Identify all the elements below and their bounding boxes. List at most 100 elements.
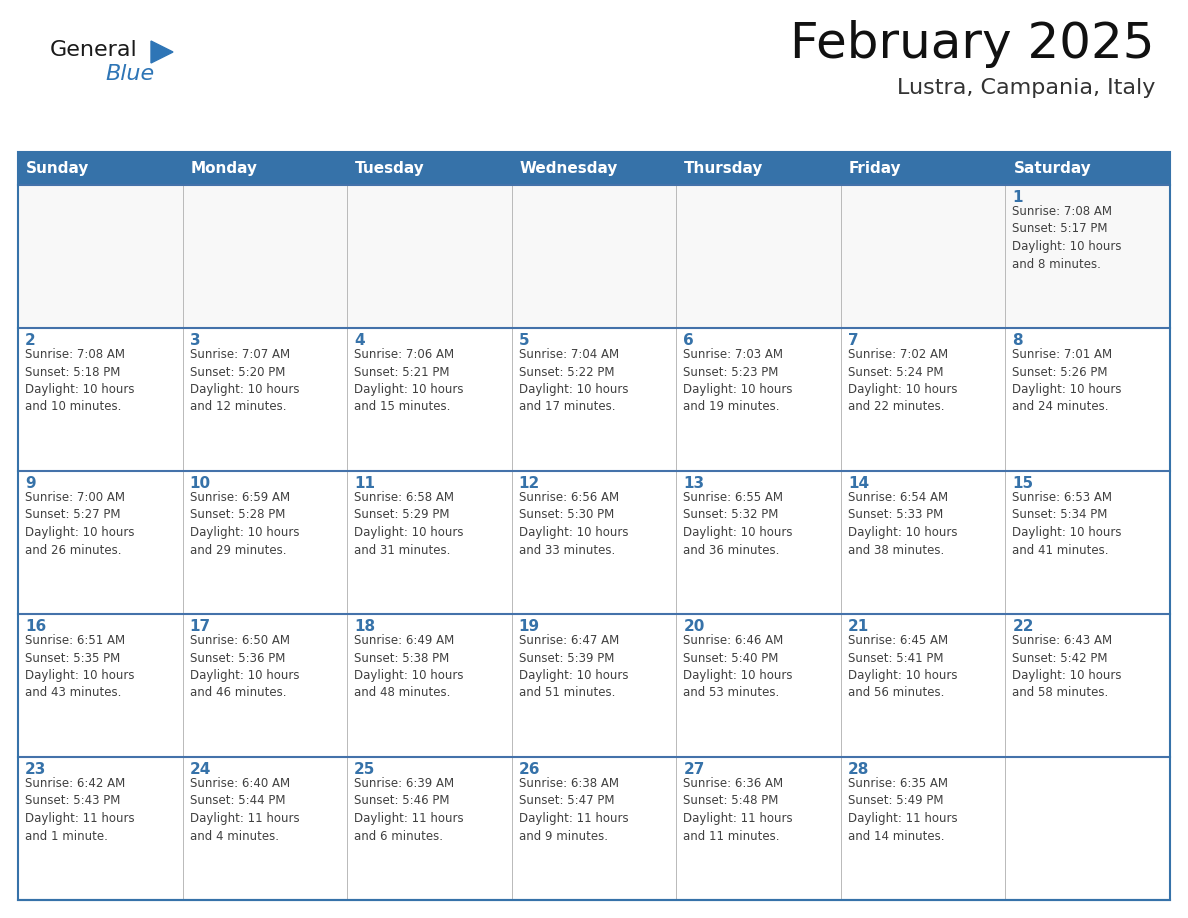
Text: Wednesday: Wednesday — [519, 161, 618, 176]
Text: 2: 2 — [25, 333, 36, 348]
Text: 1: 1 — [1012, 190, 1023, 205]
Bar — [347, 614, 512, 757]
Text: 26: 26 — [519, 762, 541, 777]
Bar — [676, 614, 841, 757]
Text: Saturday: Saturday — [1013, 161, 1092, 176]
Text: Sunrise: 6:40 AM
Sunset: 5:44 PM
Daylight: 11 hours
and 4 minutes.: Sunrise: 6:40 AM Sunset: 5:44 PM Dayligh… — [190, 777, 299, 843]
Text: 17: 17 — [190, 619, 210, 634]
Text: Sunrise: 6:46 AM
Sunset: 5:40 PM
Daylight: 10 hours
and 53 minutes.: Sunrise: 6:46 AM Sunset: 5:40 PM Dayligh… — [683, 634, 792, 700]
Bar — [183, 328, 347, 471]
Bar — [512, 185, 676, 328]
Bar — [512, 152, 676, 185]
Text: 9: 9 — [25, 476, 36, 491]
Bar — [347, 152, 512, 185]
Bar — [347, 757, 512, 900]
Bar — [347, 328, 512, 471]
Text: 4: 4 — [354, 333, 365, 348]
Bar — [512, 328, 676, 471]
Text: February 2025: February 2025 — [790, 20, 1155, 68]
Bar — [18, 152, 183, 185]
Bar — [1005, 471, 1170, 614]
Bar — [1005, 757, 1170, 900]
Text: Monday: Monday — [190, 161, 258, 176]
Text: Sunrise: 7:01 AM
Sunset: 5:26 PM
Daylight: 10 hours
and 24 minutes.: Sunrise: 7:01 AM Sunset: 5:26 PM Dayligh… — [1012, 348, 1121, 413]
Bar — [18, 152, 1170, 900]
Bar — [676, 328, 841, 471]
Text: 18: 18 — [354, 619, 375, 634]
Text: 19: 19 — [519, 619, 539, 634]
Bar — [676, 757, 841, 900]
Text: 13: 13 — [683, 476, 704, 491]
Text: 16: 16 — [25, 619, 46, 634]
Bar — [512, 757, 676, 900]
Text: 5: 5 — [519, 333, 530, 348]
Bar — [18, 185, 183, 328]
Bar — [841, 185, 1005, 328]
Text: 12: 12 — [519, 476, 541, 491]
Text: Sunrise: 6:47 AM
Sunset: 5:39 PM
Daylight: 10 hours
and 51 minutes.: Sunrise: 6:47 AM Sunset: 5:39 PM Dayligh… — [519, 634, 628, 700]
Bar — [18, 328, 183, 471]
Text: Sunrise: 6:56 AM
Sunset: 5:30 PM
Daylight: 10 hours
and 33 minutes.: Sunrise: 6:56 AM Sunset: 5:30 PM Dayligh… — [519, 491, 628, 556]
Text: 14: 14 — [848, 476, 868, 491]
Text: 8: 8 — [1012, 333, 1023, 348]
Text: Sunrise: 7:08 AM
Sunset: 5:17 PM
Daylight: 10 hours
and 8 minutes.: Sunrise: 7:08 AM Sunset: 5:17 PM Dayligh… — [1012, 205, 1121, 271]
Text: Sunrise: 6:39 AM
Sunset: 5:46 PM
Daylight: 11 hours
and 6 minutes.: Sunrise: 6:39 AM Sunset: 5:46 PM Dayligh… — [354, 777, 463, 843]
Bar — [183, 471, 347, 614]
Text: Sunrise: 6:43 AM
Sunset: 5:42 PM
Daylight: 10 hours
and 58 minutes.: Sunrise: 6:43 AM Sunset: 5:42 PM Dayligh… — [1012, 634, 1121, 700]
Text: 24: 24 — [190, 762, 211, 777]
Bar — [841, 614, 1005, 757]
Text: Sunrise: 6:53 AM
Sunset: 5:34 PM
Daylight: 10 hours
and 41 minutes.: Sunrise: 6:53 AM Sunset: 5:34 PM Dayligh… — [1012, 491, 1121, 556]
Text: Sunrise: 7:03 AM
Sunset: 5:23 PM
Daylight: 10 hours
and 19 minutes.: Sunrise: 7:03 AM Sunset: 5:23 PM Dayligh… — [683, 348, 792, 413]
Text: Sunrise: 6:59 AM
Sunset: 5:28 PM
Daylight: 10 hours
and 29 minutes.: Sunrise: 6:59 AM Sunset: 5:28 PM Dayligh… — [190, 491, 299, 556]
Bar — [1005, 328, 1170, 471]
Text: Sunrise: 7:04 AM
Sunset: 5:22 PM
Daylight: 10 hours
and 17 minutes.: Sunrise: 7:04 AM Sunset: 5:22 PM Dayligh… — [519, 348, 628, 413]
Text: 20: 20 — [683, 619, 704, 634]
Text: Thursday: Thursday — [684, 161, 764, 176]
Text: Sunrise: 7:06 AM
Sunset: 5:21 PM
Daylight: 10 hours
and 15 minutes.: Sunrise: 7:06 AM Sunset: 5:21 PM Dayligh… — [354, 348, 463, 413]
Text: Sunrise: 6:51 AM
Sunset: 5:35 PM
Daylight: 10 hours
and 43 minutes.: Sunrise: 6:51 AM Sunset: 5:35 PM Dayligh… — [25, 634, 134, 700]
Text: Sunrise: 6:42 AM
Sunset: 5:43 PM
Daylight: 11 hours
and 1 minute.: Sunrise: 6:42 AM Sunset: 5:43 PM Dayligh… — [25, 777, 134, 843]
Text: 28: 28 — [848, 762, 870, 777]
Polygon shape — [151, 41, 173, 63]
Bar — [18, 614, 183, 757]
Bar — [512, 614, 676, 757]
Bar — [1005, 152, 1170, 185]
Text: Sunrise: 6:45 AM
Sunset: 5:41 PM
Daylight: 10 hours
and 56 minutes.: Sunrise: 6:45 AM Sunset: 5:41 PM Dayligh… — [848, 634, 958, 700]
Text: 22: 22 — [1012, 619, 1034, 634]
Text: #1a1a1a: #1a1a1a — [50, 39, 56, 40]
Text: 23: 23 — [25, 762, 46, 777]
Bar — [183, 614, 347, 757]
Bar — [841, 152, 1005, 185]
Text: Sunrise: 7:07 AM
Sunset: 5:20 PM
Daylight: 10 hours
and 12 minutes.: Sunrise: 7:07 AM Sunset: 5:20 PM Dayligh… — [190, 348, 299, 413]
Text: Lustra, Campania, Italy: Lustra, Campania, Italy — [897, 78, 1155, 98]
Text: Sunrise: 7:08 AM
Sunset: 5:18 PM
Daylight: 10 hours
and 10 minutes.: Sunrise: 7:08 AM Sunset: 5:18 PM Dayligh… — [25, 348, 134, 413]
Text: Sunrise: 7:02 AM
Sunset: 5:24 PM
Daylight: 10 hours
and 22 minutes.: Sunrise: 7:02 AM Sunset: 5:24 PM Dayligh… — [848, 348, 958, 413]
Bar — [347, 185, 512, 328]
Bar — [676, 185, 841, 328]
Text: 15: 15 — [1012, 476, 1034, 491]
Text: General: General — [50, 40, 138, 60]
Bar — [347, 471, 512, 614]
Text: Sunrise: 6:36 AM
Sunset: 5:48 PM
Daylight: 11 hours
and 11 minutes.: Sunrise: 6:36 AM Sunset: 5:48 PM Dayligh… — [683, 777, 792, 843]
Text: Blue: Blue — [105, 64, 154, 84]
Bar — [841, 328, 1005, 471]
Text: Sunrise: 6:35 AM
Sunset: 5:49 PM
Daylight: 11 hours
and 14 minutes.: Sunrise: 6:35 AM Sunset: 5:49 PM Dayligh… — [848, 777, 958, 843]
Text: Sunrise: 7:00 AM
Sunset: 5:27 PM
Daylight: 10 hours
and 26 minutes.: Sunrise: 7:00 AM Sunset: 5:27 PM Dayligh… — [25, 491, 134, 556]
Text: 21: 21 — [848, 619, 870, 634]
Bar — [1005, 614, 1170, 757]
Text: Sunday: Sunday — [26, 161, 89, 176]
Bar — [841, 757, 1005, 900]
Text: Sunrise: 6:38 AM
Sunset: 5:47 PM
Daylight: 11 hours
and 9 minutes.: Sunrise: 6:38 AM Sunset: 5:47 PM Dayligh… — [519, 777, 628, 843]
Bar — [183, 185, 347, 328]
Text: Tuesday: Tuesday — [355, 161, 425, 176]
Bar — [18, 471, 183, 614]
Bar — [1005, 185, 1170, 328]
Text: Friday: Friday — [849, 161, 902, 176]
Bar — [676, 471, 841, 614]
Bar — [841, 471, 1005, 614]
Bar — [183, 757, 347, 900]
Text: 27: 27 — [683, 762, 704, 777]
Text: Sunrise: 6:50 AM
Sunset: 5:36 PM
Daylight: 10 hours
and 46 minutes.: Sunrise: 6:50 AM Sunset: 5:36 PM Dayligh… — [190, 634, 299, 700]
Bar — [512, 471, 676, 614]
Text: Sunrise: 6:49 AM
Sunset: 5:38 PM
Daylight: 10 hours
and 48 minutes.: Sunrise: 6:49 AM Sunset: 5:38 PM Dayligh… — [354, 634, 463, 700]
